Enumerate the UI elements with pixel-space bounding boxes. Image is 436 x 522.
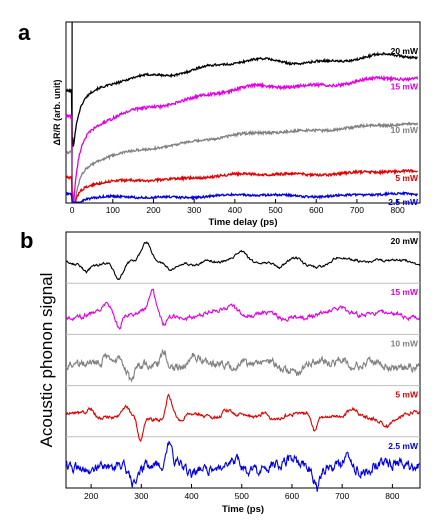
series-label: 5 mW: [395, 390, 419, 400]
x-tick-label: 800: [385, 491, 399, 501]
panel-letter-b: b: [20, 228, 33, 253]
x-tick-label: 200: [84, 491, 98, 501]
x-tick-label: 400: [184, 491, 198, 501]
series-label: 20 mW: [391, 236, 419, 246]
series-label: 5 mW: [395, 173, 419, 183]
x-axis-title-a: Time delay (ps): [209, 217, 278, 228]
series-line-20-mW: [65, 51, 418, 147]
plot-frame-b: [65, 231, 421, 489]
chart-panel-a: 0 100 200 300 400 500 600 700 800 20 mW 15 mW 10 m…: [52, 21, 421, 228]
series-labels-a: 20 mW 15 mW 10 mW 5 mW 2.5 mW: [388, 46, 419, 207]
series-line-20-mW: [65, 241, 421, 281]
series-label: 15 mW: [391, 81, 419, 91]
trace-dividers-b: [66, 282, 420, 438]
plot-frame-a: [65, 21, 421, 204]
x-tick-label: 600: [309, 205, 323, 215]
panel-letter-a: a: [18, 20, 31, 45]
x-tick-label: 700: [350, 205, 364, 215]
x-tick-label: 700: [335, 491, 349, 501]
series-line-2-5-mW: [65, 440, 420, 492]
series-labels-b: 20 mW 15 mW 10 mW 5 mW 2.5 mW: [388, 236, 419, 451]
series-label: 15 mW: [391, 287, 419, 297]
series-label: 2.5 mW: [388, 197, 419, 207]
x-tick-label: 200: [146, 205, 160, 215]
series-line-15-mW: [65, 288, 421, 330]
series-line-5-mW: [65, 168, 418, 203]
x-tick-label: 100: [106, 205, 120, 215]
series-line-5-mW: [65, 393, 420, 443]
series-line-2-5-mW: [65, 190, 419, 203]
series-group-b: [65, 241, 421, 492]
y-axis-title-b: Acoustic phonon signal: [37, 273, 56, 448]
x-tick-label: 500: [268, 205, 282, 215]
x-ticks-b: 200 300 400 500 600 700 800: [84, 484, 400, 501]
chart-panel-b: 200 300 400 500 600 700 800 20 mW 15 mW 10 mW 5 m…: [37, 231, 421, 515]
x-tick-label: 300: [134, 491, 148, 501]
x-ticks-a: 0 100 200 300 400 500 600 700 800: [70, 22, 405, 215]
x-axis-title-b: Time (ps): [222, 504, 264, 515]
series-group-a: [65, 51, 419, 203]
x-tick-label: 0: [70, 205, 75, 215]
x-tick-label: 300: [187, 205, 201, 215]
x-tick-label: 600: [285, 491, 299, 501]
series-label: 10 mW: [391, 125, 419, 135]
series-line-10-mW: [65, 121, 419, 203]
series-label: 2.5 mW: [388, 441, 419, 451]
y-axis-title-a: ΔR/R (arb. unit): [52, 80, 62, 146]
x-tick-label: 400: [228, 205, 242, 215]
series-label: 10 mW: [391, 338, 419, 348]
series-label: 20 mW: [391, 46, 419, 56]
series-line-10-mW: [65, 348, 421, 383]
x-tick-label: 800: [391, 205, 405, 215]
series-line-15-mW: [65, 74, 419, 203]
x-tick-label: 500: [235, 491, 249, 501]
